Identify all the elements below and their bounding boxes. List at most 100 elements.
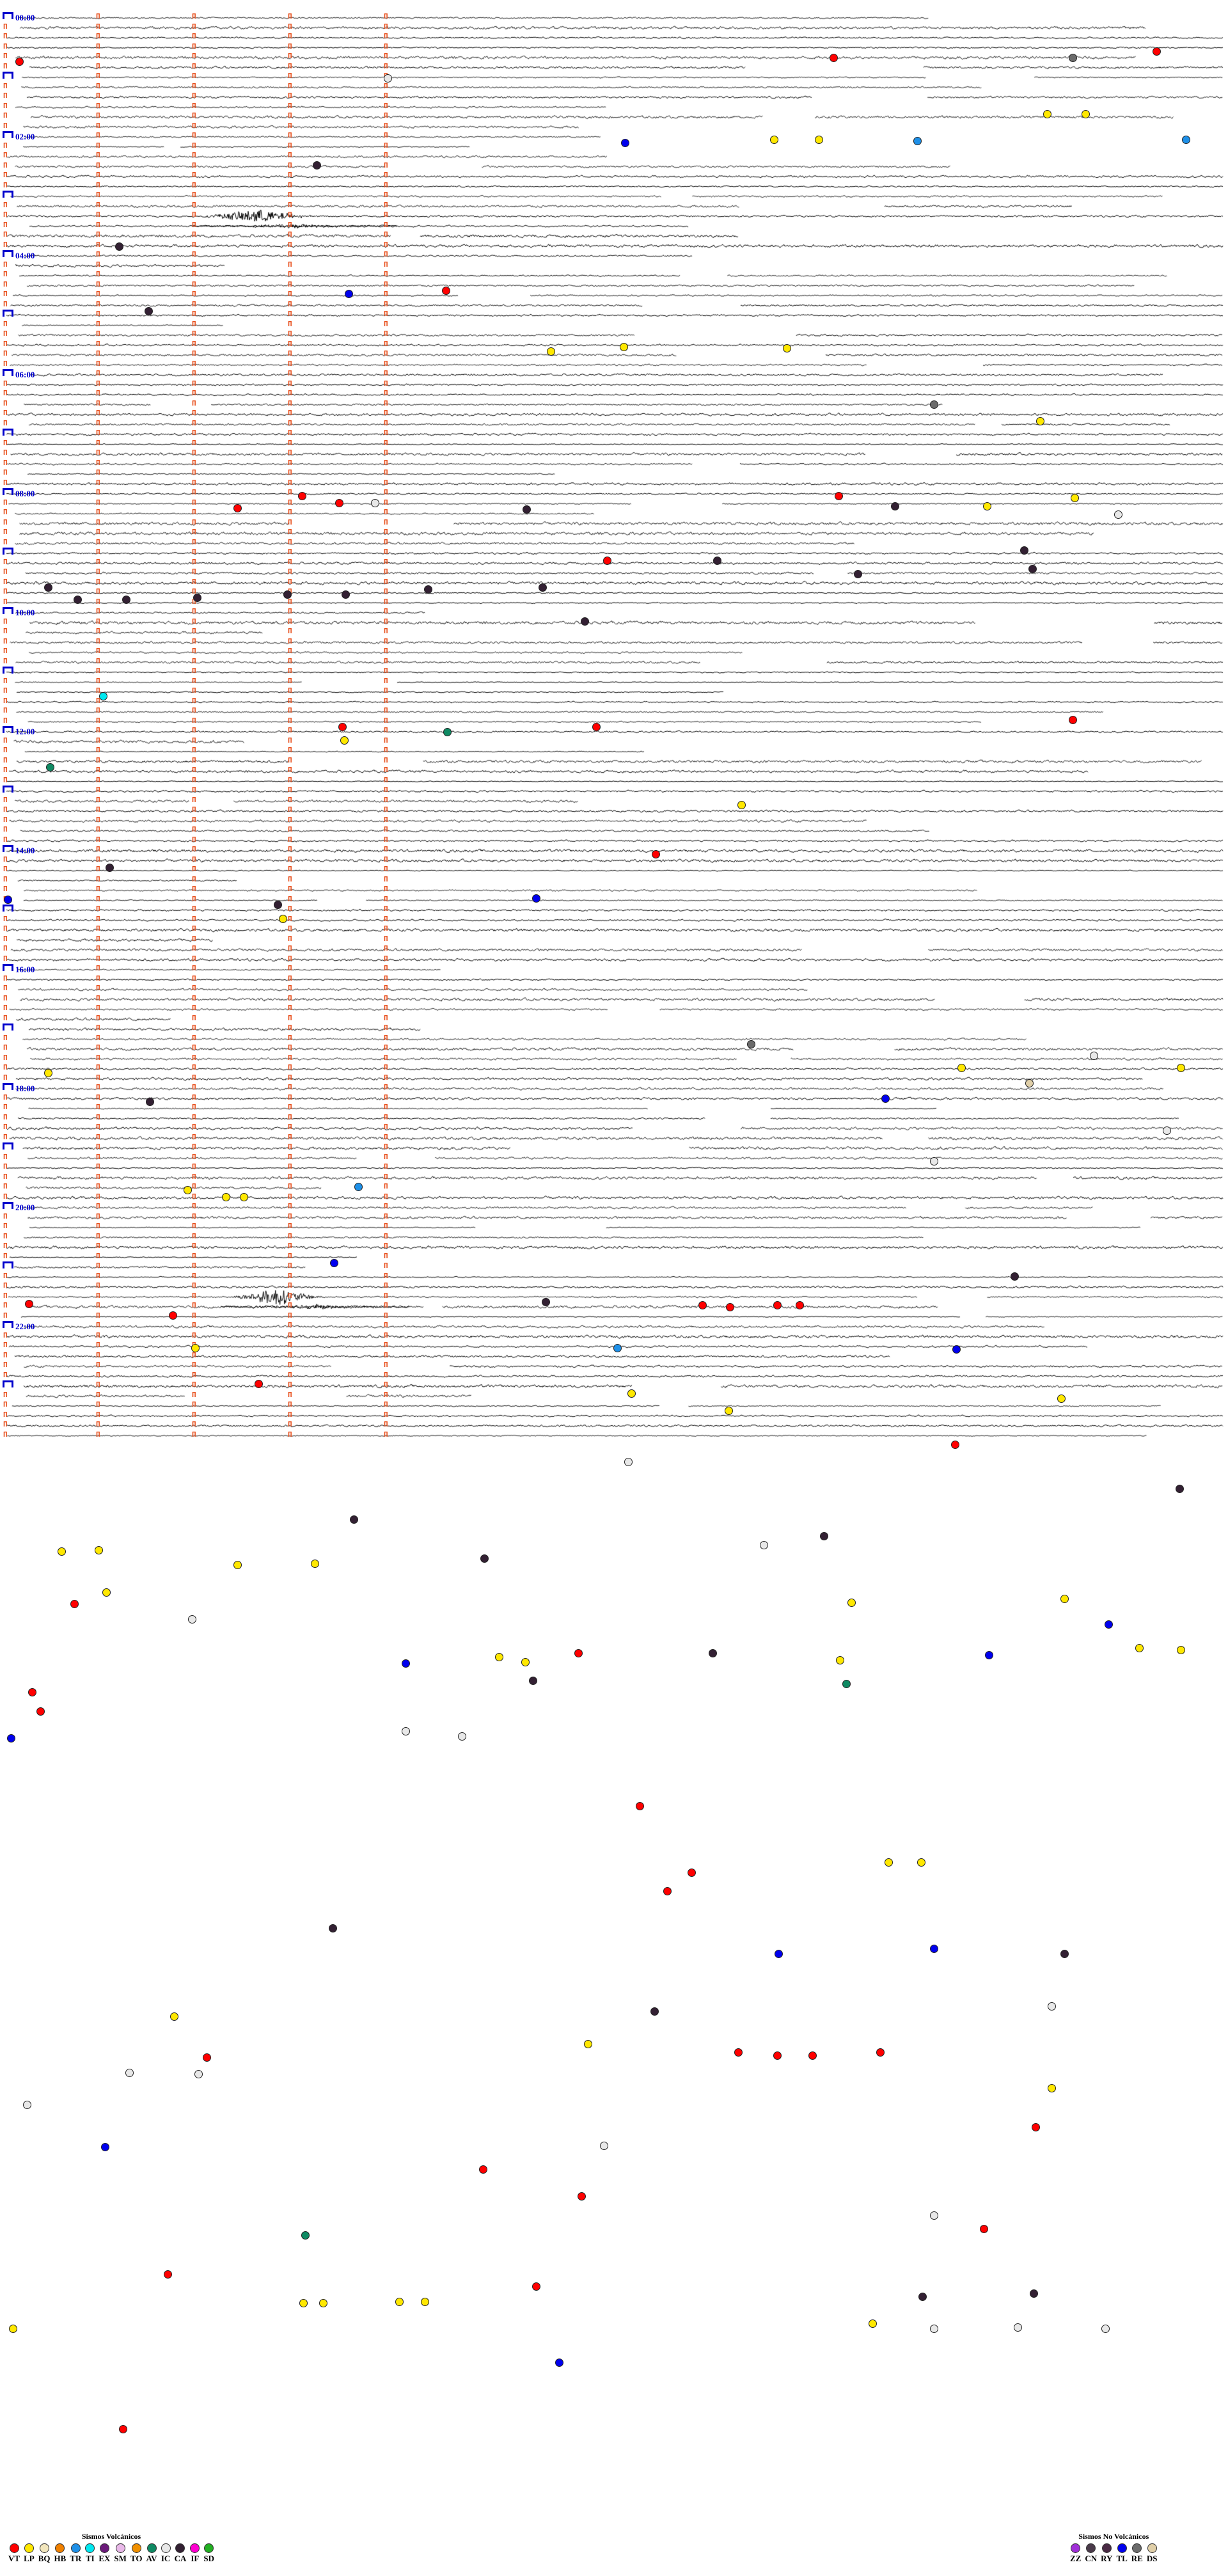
event-marker-lp[interactable] [869, 2319, 877, 2328]
event-marker-lp[interactable] [191, 1344, 200, 1352]
event-marker-lp[interactable] [1177, 1064, 1185, 1072]
event-marker-ic[interactable] [194, 2070, 203, 2078]
event-marker-ca[interactable] [542, 1298, 550, 1306]
event-marker-ca[interactable] [480, 1554, 489, 1563]
event-marker-ca[interactable] [539, 583, 547, 592]
event-marker-ic[interactable] [760, 1541, 768, 1549]
event-marker-tr[interactable] [1182, 136, 1190, 144]
event-marker-vt[interactable] [298, 492, 306, 500]
event-marker-ca[interactable] [329, 1924, 337, 1932]
event-marker-re[interactable] [1069, 54, 1077, 62]
event-marker-lp[interactable] [847, 1599, 856, 1607]
event-marker-ca[interactable] [193, 594, 201, 602]
event-marker-ic[interactable] [930, 2211, 938, 2220]
event-marker-tl[interactable] [555, 2359, 563, 2367]
event-marker-ca[interactable] [581, 617, 589, 626]
event-marker-vt[interactable] [773, 2051, 782, 2060]
event-marker-ic[interactable] [1090, 1052, 1098, 1060]
event-marker-lp[interactable] [9, 2325, 17, 2333]
event-marker-ca[interactable] [145, 307, 153, 315]
event-marker-lp[interactable] [311, 1560, 319, 1568]
event-marker-ca[interactable] [891, 502, 899, 510]
event-marker-lp[interactable] [233, 1561, 242, 1569]
event-marker-lp[interactable] [627, 1389, 636, 1398]
event-marker-ca[interactable] [1028, 565, 1037, 573]
event-marker-ic[interactable] [930, 1157, 938, 1166]
event-marker-vt[interactable] [830, 54, 838, 62]
event-marker-vt[interactable] [980, 2225, 988, 2233]
event-marker-ca[interactable] [713, 557, 721, 565]
event-marker-ca[interactable] [1030, 2289, 1038, 2298]
event-marker-ca[interactable] [350, 1515, 358, 1524]
event-marker-vt[interactable] [603, 557, 611, 565]
event-marker-lp[interactable] [1043, 110, 1051, 118]
event-marker-ic[interactable] [23, 2101, 31, 2109]
event-marker-tl[interactable] [7, 1734, 15, 1742]
event-marker-ca[interactable] [650, 2007, 659, 2016]
event-marker-vt[interactable] [688, 1869, 696, 1877]
event-marker-lp[interactable] [1036, 417, 1044, 425]
event-marker-av[interactable] [842, 1680, 851, 1688]
event-marker-av[interactable] [301, 2231, 310, 2240]
event-marker-lp[interactable] [885, 1858, 893, 1867]
event-marker-vt[interactable] [25, 1300, 33, 1308]
event-marker-ca[interactable] [122, 596, 130, 604]
event-marker-lp[interactable] [421, 2298, 429, 2306]
event-marker-vt[interactable] [203, 2053, 211, 2062]
event-marker-lp[interactable] [95, 1546, 103, 1554]
event-marker-lp[interactable] [783, 344, 791, 352]
event-marker-ca[interactable] [115, 242, 123, 251]
event-marker-ic[interactable] [1048, 2002, 1056, 2011]
event-marker-vt[interactable] [951, 1441, 959, 1449]
event-marker-lp[interactable] [279, 915, 287, 923]
event-marker-lp[interactable] [395, 2298, 404, 2306]
event-marker-lp[interactable] [319, 2299, 327, 2307]
event-marker-vt[interactable] [578, 2192, 586, 2201]
event-marker-ic[interactable] [1101, 2325, 1110, 2333]
event-marker-lp[interactable] [1135, 1644, 1144, 1652]
event-marker-lp[interactable] [102, 1588, 111, 1597]
event-marker-tl[interactable] [952, 1345, 961, 1354]
event-marker-lp[interactable] [770, 136, 778, 144]
event-marker-lp[interactable] [495, 1653, 503, 1661]
event-marker-lp[interactable] [1082, 110, 1090, 118]
event-marker-ca[interactable] [424, 585, 432, 594]
event-marker-vt[interactable] [652, 850, 660, 858]
event-marker-vt[interactable] [698, 1301, 707, 1309]
event-marker-ca[interactable] [313, 161, 321, 170]
event-marker-re[interactable] [930, 400, 938, 409]
event-marker-ic[interactable] [1163, 1126, 1171, 1135]
event-marker-tr[interactable] [354, 1183, 363, 1191]
event-marker-ca[interactable] [106, 864, 114, 872]
event-marker-vt[interactable] [734, 2048, 743, 2057]
event-marker-ca[interactable] [146, 1098, 154, 1106]
event-marker-tl[interactable] [775, 1950, 783, 1958]
event-marker-ic[interactable] [1114, 510, 1122, 519]
event-marker-vt[interactable] [169, 1311, 177, 1320]
event-marker-tl[interactable] [1105, 1620, 1113, 1629]
event-marker-tr[interactable] [613, 1344, 622, 1352]
event-marker-vt[interactable] [876, 2048, 885, 2057]
event-marker-ds[interactable] [1025, 1079, 1034, 1087]
event-marker-vt[interactable] [70, 1600, 79, 1608]
event-marker-ic[interactable] [371, 499, 379, 507]
event-marker-lp[interactable] [584, 2040, 592, 2048]
event-marker-tl[interactable] [532, 894, 540, 903]
event-marker-lp[interactable] [983, 502, 991, 510]
event-marker-lp[interactable] [620, 343, 628, 351]
event-marker-tl[interactable] [930, 1945, 938, 1953]
event-marker-vt[interactable] [773, 1301, 782, 1309]
event-marker-ic[interactable] [188, 1615, 196, 1624]
event-marker-lp[interactable] [725, 1407, 733, 1415]
event-marker-vt[interactable] [1032, 2123, 1040, 2131]
event-marker-lp[interactable] [1060, 1595, 1069, 1603]
event-marker-ic[interactable] [624, 1458, 633, 1466]
event-marker-vt[interactable] [338, 723, 347, 731]
event-marker-av[interactable] [443, 728, 452, 736]
event-marker-ca[interactable] [342, 590, 350, 599]
event-marker-vt[interactable] [574, 1649, 583, 1657]
event-marker-tl[interactable] [621, 139, 629, 147]
event-marker-vt[interactable] [1153, 47, 1161, 56]
event-marker-vt[interactable] [663, 1887, 672, 1895]
event-marker-vt[interactable] [335, 499, 343, 507]
